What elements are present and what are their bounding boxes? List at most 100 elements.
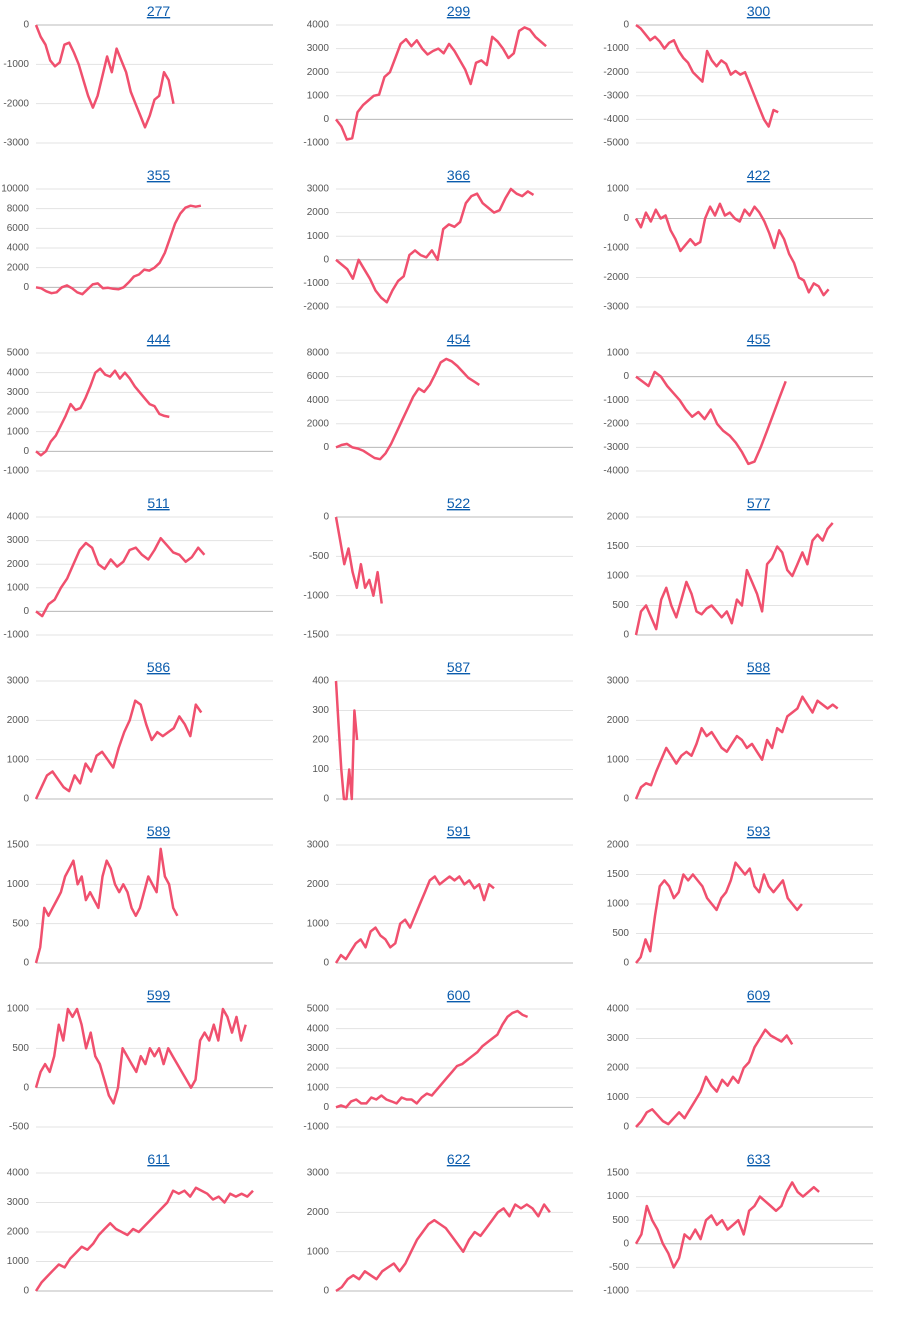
chart-title[interactable]: 300 (747, 3, 771, 19)
y-tick-label: 1000 (307, 1082, 330, 1093)
y-tick-label: 1000 (7, 879, 30, 890)
y-tick-label: -1000 (603, 43, 629, 54)
chart-title[interactable]: 511 (147, 495, 170, 511)
data-line (635, 23, 779, 128)
chart-title[interactable]: 444 (147, 331, 171, 347)
chart-panel: 600 5000 4000 3000 2000 1000 0 -1000 (303, 987, 573, 1133)
chart-panel: 586 3000 2000 1000 0 (7, 659, 273, 805)
y-tick-label: 5000 (307, 1004, 330, 1015)
y-tick-label: -3000 (603, 302, 629, 313)
chart-panel: 587 400 300 200 100 0 (312, 659, 573, 805)
y-tick-label: 0 (23, 20, 29, 31)
y-tick-label: -1000 (303, 590, 329, 601)
y-tick-label: 1000 (607, 571, 630, 582)
y-tick-label: 0 (323, 794, 329, 805)
y-tick-label: -2000 (603, 67, 629, 78)
data-line (35, 536, 206, 618)
y-tick-label: 0 (23, 446, 29, 457)
y-tick-label: 2000 (607, 840, 630, 851)
y-tick-label: 500 (612, 928, 629, 939)
chart-panel: 609 4000 3000 2000 1000 0 (607, 987, 873, 1133)
chart-title[interactable]: 611 (147, 1151, 170, 1167)
chart-panel: 277 0 -1000 -2000 -3000 (3, 3, 273, 149)
y-tick-label: 1500 (607, 869, 630, 880)
chart-panel: 511 4000 3000 2000 1000 0 -1000 (3, 495, 273, 641)
y-tick-label: -2000 (603, 272, 629, 283)
chart-title[interactable]: 587 (447, 659, 471, 675)
data-line (635, 1028, 794, 1128)
y-tick-label: 8000 (7, 203, 30, 214)
y-tick-label: 100 (312, 764, 329, 775)
y-tick-label: 3000 (307, 43, 330, 54)
data-line (335, 187, 535, 304)
data-line (35, 367, 170, 457)
y-tick-label: 1000 (607, 1191, 630, 1202)
chart-panel: 300 0 -1000 -2000 -3000 -4000 -5000 (603, 3, 873, 149)
data-line (334, 680, 359, 801)
y-tick-label: 0 (623, 371, 629, 382)
chart-title[interactable]: 622 (447, 1151, 471, 1167)
y-tick-label: -3000 (603, 90, 629, 101)
chart-title[interactable]: 591 (447, 823, 471, 839)
y-tick-label: 4000 (7, 512, 30, 523)
y-tick-label: 0 (323, 114, 329, 125)
chart-title[interactable]: 600 (447, 987, 471, 1003)
y-tick-label: -2000 (303, 302, 329, 313)
chart-title[interactable]: 593 (747, 823, 771, 839)
y-tick-label: 500 (12, 918, 29, 929)
chart-panel: 611 4000 3000 2000 1000 0 (7, 1151, 273, 1297)
data-line (34, 847, 179, 964)
chart-title[interactable]: 586 (147, 659, 171, 675)
chart-title[interactable]: 355 (147, 167, 171, 183)
y-tick-label: -1000 (303, 138, 329, 149)
y-tick-label: 500 (612, 1215, 629, 1226)
y-tick-label: 1000 (607, 899, 630, 910)
data-line (634, 695, 839, 800)
chart-title[interactable]: 366 (447, 167, 471, 183)
y-tick-label: 2000 (7, 559, 30, 570)
y-tick-label: 2000 (7, 407, 30, 418)
chart-title[interactable]: 522 (447, 495, 471, 511)
chart-title[interactable]: 454 (447, 331, 471, 347)
chart-title[interactable]: 589 (147, 823, 171, 839)
y-tick-label: 0 (323, 1286, 329, 1297)
y-tick-label: 300 (312, 705, 329, 716)
y-tick-label: 3000 (7, 387, 30, 398)
chart-title[interactable]: 609 (747, 987, 771, 1003)
chart-title[interactable]: 299 (447, 3, 471, 19)
chart-title[interactable]: 633 (747, 1151, 771, 1167)
y-tick-label: 4000 (307, 395, 330, 406)
y-tick-label: 0 (623, 213, 629, 224)
chart-panel: 422 1000 0 -1000 -2000 -3000 (603, 167, 873, 313)
y-tick-label: 2000 (607, 1063, 630, 1074)
y-tick-label: 0 (623, 20, 629, 31)
y-tick-label: 3000 (307, 1043, 330, 1054)
y-tick-label: 0 (623, 794, 629, 805)
y-tick-label: 3000 (307, 1168, 330, 1179)
y-tick-label: 3000 (7, 676, 30, 687)
chart-title[interactable]: 577 (747, 495, 771, 511)
chart-title[interactable]: 599 (147, 987, 171, 1003)
chart-title[interactable]: 277 (147, 3, 171, 19)
chart-panel: 633 1500 1000 500 0 -500 -1000 (603, 1151, 873, 1297)
y-tick-label: -1000 (603, 1286, 629, 1297)
y-tick-label: 3000 (7, 1197, 30, 1208)
chart-title[interactable]: 455 (747, 331, 771, 347)
y-tick-label: 0 (323, 958, 329, 969)
y-tick-label: 2000 (7, 262, 30, 273)
data-line (335, 357, 480, 461)
chart-panel: 299 4000 3000 2000 1000 0 -1000 (303, 3, 573, 149)
y-tick-label: 3000 (7, 535, 30, 546)
y-tick-label: -5000 (603, 138, 629, 149)
y-tick-label: -1000 (3, 466, 29, 477)
chart-title[interactable]: 422 (747, 167, 771, 183)
y-tick-label: 0 (323, 442, 329, 453)
chart-panel: 444 5000 4000 3000 2000 1000 0 -1000 (3, 331, 273, 477)
chart-title[interactable]: 588 (747, 659, 771, 675)
data-line (335, 1009, 529, 1109)
y-tick-label: -2000 (3, 98, 29, 109)
y-tick-label: 0 (623, 1238, 629, 1249)
y-tick-label: 5000 (7, 348, 30, 359)
chart-panel: 589 1500 1000 500 0 (7, 823, 273, 969)
